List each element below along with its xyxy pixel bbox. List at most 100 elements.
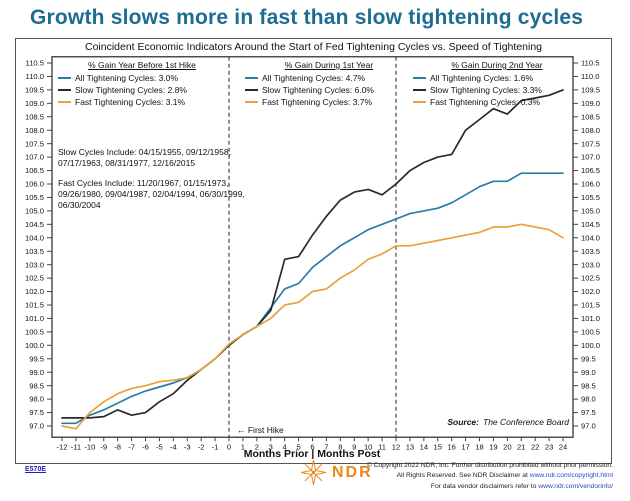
svg-text:107.0: 107.0 [581,153,600,162]
svg-text:103.5: 103.5 [25,247,44,256]
chart-canvas: 110.5 110.5 110.0 110.0 109.5 109.5 109.0 109.0… [25,56,600,451]
svg-text:98.5: 98.5 [581,381,596,390]
copyright-line-2: All Rights Reserved. See NDR Disclaimer … [367,471,613,481]
svg-text:19: 19 [489,442,497,451]
svg-text:2: 2 [255,442,259,451]
svg-text:-2: -2 [198,442,205,451]
legend-item-all: All Tightening Cycles: 4.7% [245,72,413,84]
svg-text:-9: -9 [100,442,107,451]
svg-text:-4: -4 [170,442,177,451]
legend-item-slow: Slow Tightening Cycles: 6.0% [245,84,413,96]
svg-text:5: 5 [296,442,300,451]
svg-text:97.5: 97.5 [29,408,44,417]
legend-label: Fast Tightening Cycles: 0.3% [430,97,541,107]
legend-label: Slow Tightening Cycles: 6.0% [262,85,374,95]
legend-second-year: % Gain During 2nd Year All Tightening Cy… [413,60,581,108]
legend-item-all: All Tightening Cycles: 1.6% [413,72,581,84]
svg-text:103.0: 103.0 [581,260,600,269]
svg-text:101.0: 101.0 [581,314,600,323]
chart-subtitle: Coincident Economic Indicators Around th… [84,41,542,53]
svg-text:109.5: 109.5 [581,85,600,94]
svg-text:4: 4 [283,442,287,451]
svg-text:99.5: 99.5 [29,354,44,363]
line-swatch-fast [413,101,426,103]
legend-item-slow: Slow Tightening Cycles: 3.3% [413,84,581,96]
svg-text:100.0: 100.0 [25,341,44,350]
svg-text:7: 7 [324,442,328,451]
svg-text:106.0: 106.0 [581,180,600,189]
svg-text:10: 10 [364,442,372,451]
line-swatch-slow [413,89,426,91]
ndr-logo-text: NDR [332,463,373,481]
legend-first-year: % Gain During 1st Year All Tightening Cy… [245,60,413,108]
line-swatch-all [245,77,258,79]
svg-text:97.0: 97.0 [29,422,44,431]
svg-text:108.5: 108.5 [581,112,600,121]
svg-text:101.5: 101.5 [25,301,44,310]
svg-text:0: 0 [227,442,231,451]
xaxis-title: Months Prior | Months Post [243,448,381,460]
copyright-line-3: For data vendor disclaimers refer to www… [367,482,613,492]
svg-text:105.0: 105.0 [25,206,44,215]
doc-id-link[interactable]: E570E [25,466,47,473]
svg-text:-8: -8 [114,442,121,451]
svg-text:-11: -11 [71,442,81,451]
fast-cycles-note: Fast Cycles Include: 11/20/1967, 01/15/1… [58,178,245,211]
legend-label: Fast Tightening Cycles: 3.7% [262,97,373,107]
svg-text:24: 24 [559,442,567,451]
svg-text:102.5: 102.5 [25,274,44,283]
chart-figure: Coincident Economic Indicators Around th… [15,38,612,464]
svg-text:107.5: 107.5 [25,139,44,148]
legend-title: % Gain Year Before 1st Hike [88,60,196,70]
svg-text:21: 21 [517,442,525,451]
svg-text:97.5: 97.5 [581,408,596,417]
svg-text:-6: -6 [142,442,149,451]
svg-text:6: 6 [310,442,314,451]
svg-text:104.0: 104.0 [581,233,600,242]
svg-text:100.5: 100.5 [25,327,44,336]
svg-text:109.0: 109.0 [581,99,600,108]
copyright-link[interactable]: www.ndr.com/copyright.html [529,472,613,480]
legend-item-fast: Fast Tightening Cycles: 3.1% [58,96,226,108]
svg-text:106.5: 106.5 [25,166,44,175]
svg-text:16: 16 [447,442,455,451]
svg-text:99.0: 99.0 [581,368,596,377]
svg-text:22: 22 [531,442,539,451]
legend-title: % Gain During 2nd Year [451,60,543,70]
svg-text:18: 18 [475,442,483,451]
legend-label: All Tightening Cycles: 3.0% [75,73,178,83]
vendor-disclaimer-link[interactable]: www.ndr.com/vendorinfo/ [538,482,613,490]
svg-text:-12: -12 [57,442,68,451]
svg-text:-1: -1 [212,442,219,451]
svg-text:107.5: 107.5 [581,139,600,148]
svg-text:107.0: 107.0 [25,153,44,162]
svg-text:102.5: 102.5 [581,274,600,283]
svg-text:17: 17 [461,442,469,451]
line-swatch-slow [245,89,258,91]
svg-text:110.5: 110.5 [26,59,44,68]
copyright-line-1: © Copyright 2022 NDR, Inc. Further distr… [366,462,613,469]
legend-year-before: % Gain Year Before 1st Hike All Tighteni… [58,60,226,108]
svg-text:104.5: 104.5 [25,220,44,229]
line-swatch-all [58,77,71,79]
svg-text:106.0: 106.0 [25,180,44,189]
svg-text:98.0: 98.0 [581,395,596,404]
legend-item-fast: Fast Tightening Cycles: 0.3% [413,96,581,108]
legend-title: % Gain During 1st Year [284,60,374,70]
svg-text:109.0: 109.0 [25,99,44,108]
svg-text:108.0: 108.0 [581,126,600,135]
svg-text:8: 8 [338,442,342,451]
svg-text:-3: -3 [184,442,191,451]
copyright-block: © Copyright 2022 NDR, Inc. Further distr… [367,461,613,492]
copyright-text: For data vendor disclaimers refer to [430,482,539,490]
svg-text:108.0: 108.0 [25,126,44,135]
svg-text:102.0: 102.0 [581,287,600,296]
svg-text:3: 3 [269,442,273,451]
svg-text:100.5: 100.5 [581,327,600,336]
svg-text:11: 11 [378,442,386,451]
svg-text:20: 20 [503,442,511,451]
svg-text:110.0: 110.0 [26,72,44,81]
svg-text:110.0: 110.0 [581,72,599,81]
source-note: Source: The Conference Board [354,417,569,427]
svg-text:104.5: 104.5 [581,220,600,229]
